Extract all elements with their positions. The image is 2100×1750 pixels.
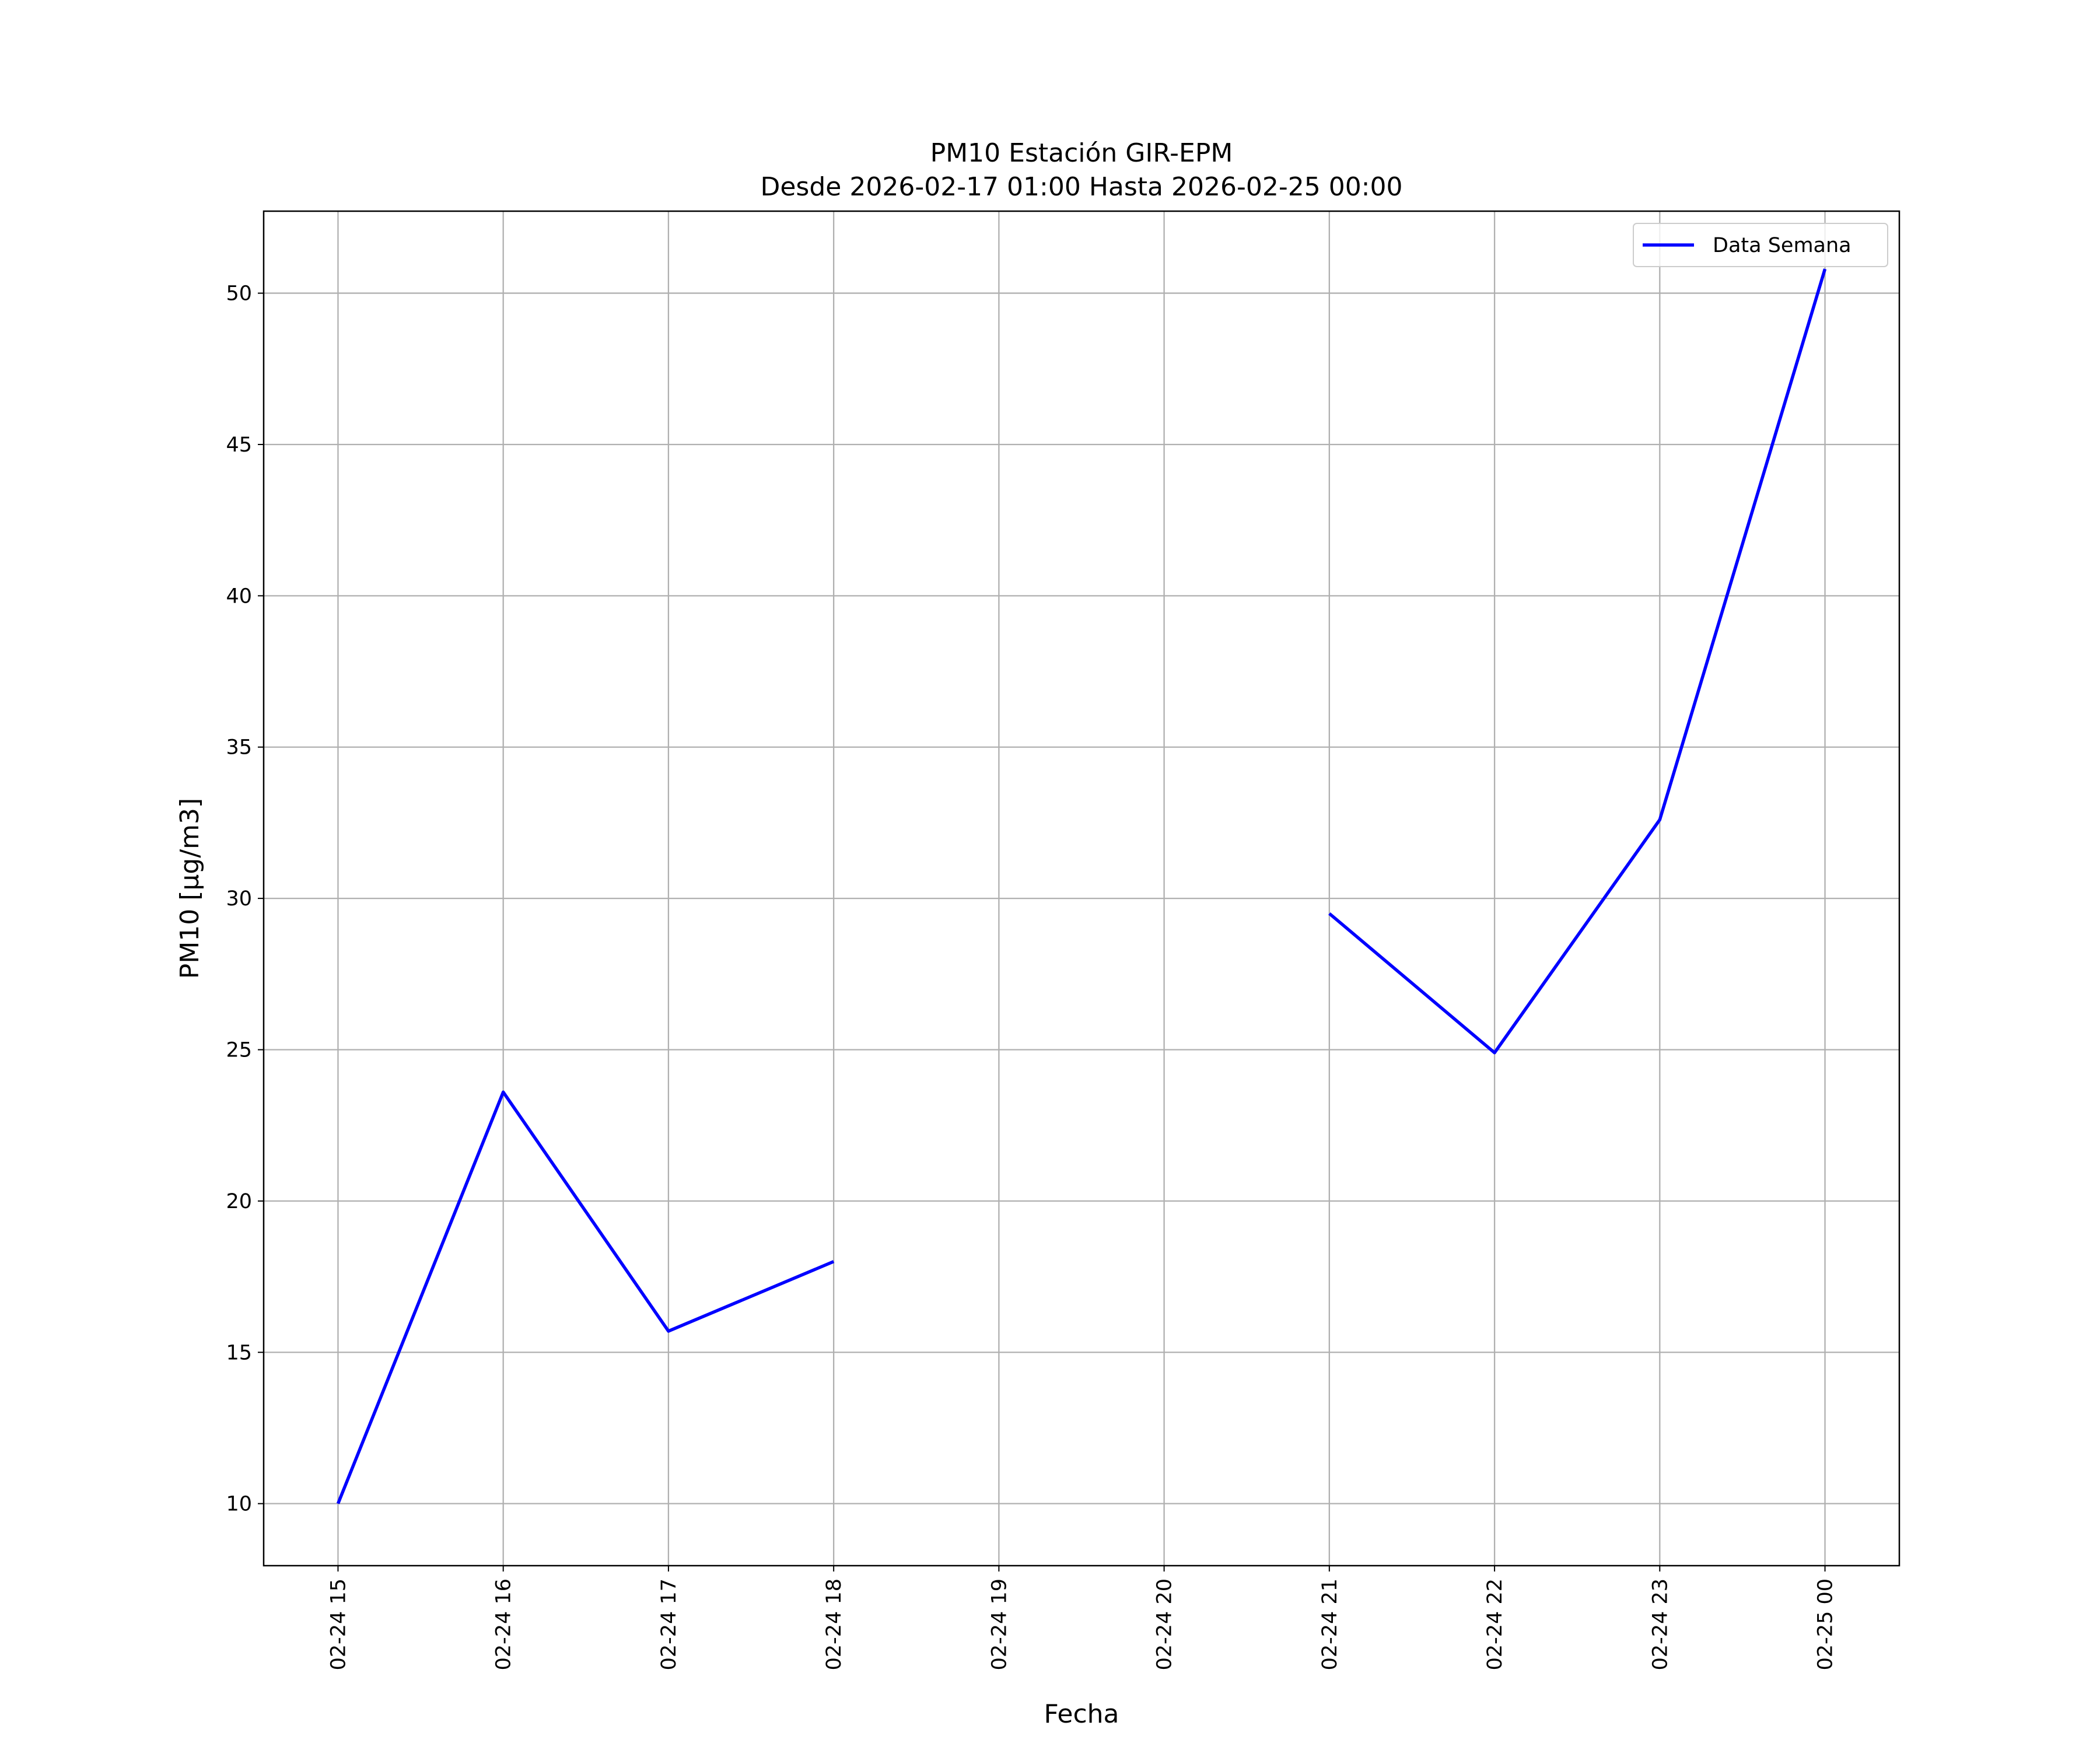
y-axis-label: PM10 [μg/m3] (175, 798, 205, 979)
x-tick-label: 02-24 23 (1648, 1578, 1672, 1670)
x-tick-label: 02-24 22 (1483, 1578, 1507, 1670)
y-tick-label: 15 (226, 1341, 252, 1364)
legend-box (1633, 223, 1888, 267)
y-tick-label: 45 (226, 433, 252, 457)
chart-title: PM10 Estación GIR-EPM (930, 138, 1233, 168)
y-tick-label: 35 (226, 736, 252, 760)
y-tick-label: 20 (226, 1190, 252, 1213)
x-axis-label: Fecha (1044, 1699, 1119, 1729)
x-tick-label: 02-25 00 (1814, 1578, 1838, 1670)
data-line (1328, 268, 1827, 1055)
y-tick-label: 40 (226, 584, 252, 608)
x-tick-label: 02-24 21 (1318, 1578, 1342, 1670)
legend: Data Semana (1633, 223, 1888, 267)
x-tick-label: 02-24 18 (822, 1578, 846, 1670)
x-tick-label: 02-24 16 (492, 1578, 516, 1670)
chart-subtitle: Desde 2026-02-17 01:00 Hasta 2026-02-25 … (760, 172, 1402, 202)
y-tick-label: 25 (226, 1039, 252, 1062)
x-tick-label: 02-24 17 (657, 1578, 681, 1670)
data-line (336, 1090, 835, 1504)
y-tick-label: 50 (226, 282, 252, 306)
y-tick-label: 30 (226, 887, 252, 911)
legend-label: Data Semana (1713, 234, 1852, 257)
axes-frame (262, 210, 1901, 1567)
x-tick-label: 02-24 15 (327, 1578, 350, 1670)
y-tick-label: 10 (226, 1493, 252, 1516)
x-tick-label: 02-24 19 (988, 1578, 1011, 1670)
x-tick-label: 02-24 20 (1153, 1578, 1177, 1670)
